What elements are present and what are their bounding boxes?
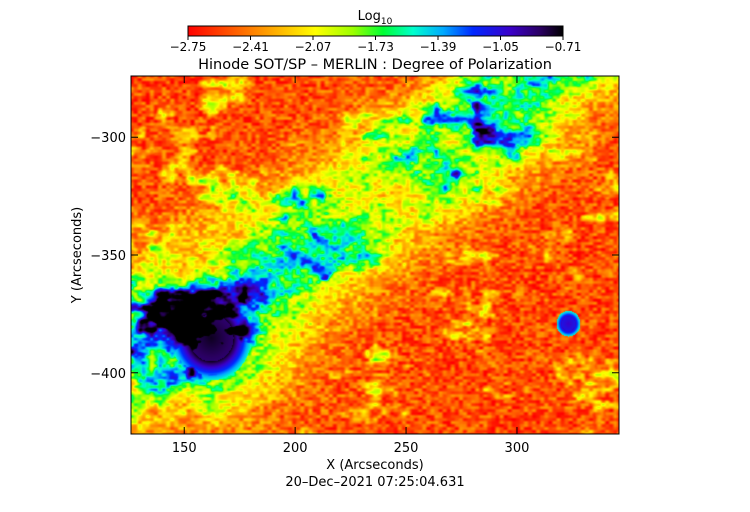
colorbar-tick-label: −2.75	[170, 40, 207, 54]
colorbar-title: Log10	[358, 9, 393, 27]
x-tick-label: 250	[394, 441, 419, 456]
colorbar-tick-label: −1.39	[420, 40, 457, 54]
colorbar-tick-label: −2.41	[232, 40, 269, 54]
y-axis: −300 −350 −400	[90, 131, 619, 382]
chart-title: Hinode SOT/SP – MERLIN : Degree of Polar…	[198, 57, 552, 73]
x-tick-label: 200	[283, 441, 308, 456]
y-tick-label: −300	[90, 131, 126, 146]
colorbar-ticks: −2.75 −2.41 −2.07 −1.73 −1.39 −1.05 −0.71	[170, 36, 582, 54]
x-axis: 150 200 250 300	[172, 76, 530, 456]
timestamp: 20–Dec–2021 07:25:04.631	[285, 475, 464, 490]
x-tick-label: 300	[505, 441, 530, 456]
polarization-map	[131, 76, 619, 434]
y-tick-label: −350	[90, 249, 126, 264]
x-tick-label: 150	[172, 441, 197, 456]
y-axis-label: Y (Arcseconds)	[70, 207, 85, 304]
colorbar-tick-label: −1.05	[482, 40, 519, 54]
y-tick-label: −400	[90, 367, 126, 382]
colorbar-tick-label: −1.73	[357, 40, 394, 54]
colorbar-tick-label: −0.71	[545, 40, 582, 54]
colorbar-tick-label: −2.07	[295, 40, 332, 54]
x-axis-label: X (Arcseconds)	[326, 458, 423, 473]
heatmap-image	[131, 76, 619, 434]
colorbar	[187, 25, 564, 37]
colorbar-title-subscript: 10	[381, 17, 393, 27]
